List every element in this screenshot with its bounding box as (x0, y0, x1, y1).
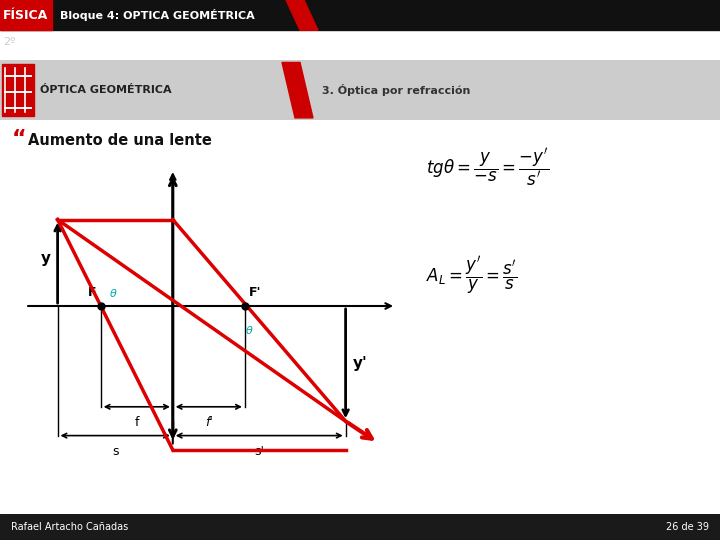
Text: F': F' (249, 286, 261, 299)
Text: Rafael Artacho Cañadas: Rafael Artacho Cañadas (11, 522, 128, 532)
Text: s': s' (254, 445, 264, 458)
Text: $tg\theta = \dfrac{y}{-s} = \dfrac{-y^{\prime}}{s^{\prime}}$: $tg\theta = \dfrac{y}{-s} = \dfrac{-y^{\… (426, 146, 549, 188)
Text: ÓPTICA GEOMÉTRICA: ÓPTICA GEOMÉTRICA (40, 85, 171, 95)
Text: F: F (88, 286, 96, 299)
Text: 26 de 39: 26 de 39 (666, 522, 709, 532)
Text: Aumento de una lente: Aumento de una lente (28, 133, 212, 148)
Text: y': y' (353, 356, 367, 371)
Text: f': f' (205, 416, 212, 429)
Text: FÍSICA: FÍSICA (3, 9, 48, 22)
Text: $A_L = \dfrac{y^{\prime}}{y} = \dfrac{s^{\prime}}{s}$: $A_L = \dfrac{y^{\prime}}{y} = \dfrac{s^… (426, 254, 517, 296)
Bar (0, 0, 720, 30)
Text: “: “ (12, 129, 27, 149)
Text: θ: θ (109, 289, 116, 299)
Text: s: s (112, 445, 119, 458)
Bar (0, 0, 52, 30)
Text: f: f (135, 416, 139, 429)
Polygon shape (286, 0, 318, 30)
Polygon shape (282, 63, 313, 118)
Text: y: y (40, 251, 50, 266)
Text: 3. Óptica por refracción: 3. Óptica por refracción (322, 84, 470, 96)
Text: 2º: 2º (3, 37, 15, 48)
Text: θ: θ (246, 326, 253, 336)
Bar (2, 64, 34, 116)
Text: Bloque 4: OPTICA GEOMÉTRICA: Bloque 4: OPTICA GEOMÉTRICA (60, 9, 255, 21)
